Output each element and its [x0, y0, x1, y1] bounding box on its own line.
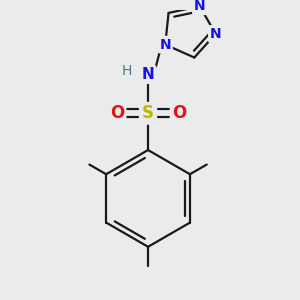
Text: O: O: [110, 104, 124, 122]
Text: H: H: [122, 64, 132, 78]
Text: N: N: [159, 38, 171, 52]
Text: N: N: [210, 27, 221, 41]
Text: N: N: [142, 67, 154, 82]
Text: N: N: [194, 0, 206, 13]
Text: S: S: [142, 104, 154, 122]
Text: O: O: [172, 104, 186, 122]
